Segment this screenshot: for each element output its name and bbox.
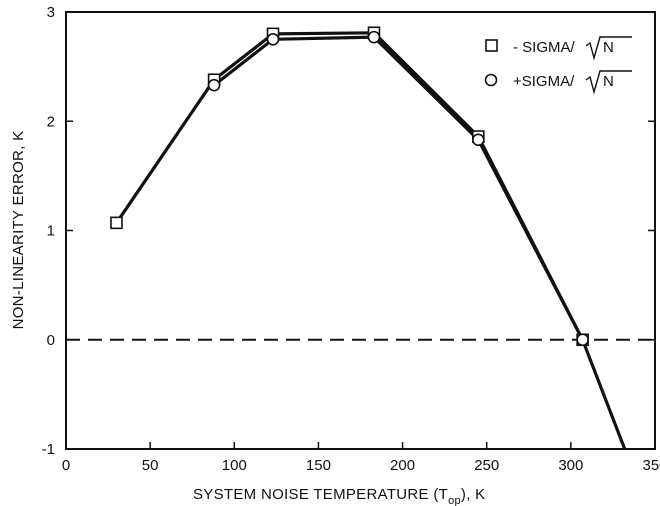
y-tick-label: 1 xyxy=(47,223,55,240)
x-tick-label: 100 xyxy=(222,457,247,474)
x-tick-label: 0 xyxy=(62,457,70,474)
series-lines xyxy=(115,31,627,450)
y-tick-label: 0 xyxy=(47,332,55,349)
x-tick-label: 250 xyxy=(474,457,499,474)
x-tick-label: 200 xyxy=(390,457,415,474)
data-point-circle xyxy=(367,30,381,44)
x-tick-label: 350 xyxy=(642,457,660,474)
data-point-circle xyxy=(266,33,280,46)
x-axis-label: SYSTEM NOISE TEMPERATURE (Top), K xyxy=(193,486,485,506)
data-point-circle xyxy=(207,78,221,92)
x-tick-label: 300 xyxy=(558,457,583,474)
legend: - SIGMA/ N +SIGMA/ N xyxy=(484,36,632,95)
legend-sqrt-n-2: N xyxy=(603,73,614,90)
legend-sqrt-symbol-1 xyxy=(585,36,632,61)
tick-labels: 0 50 100 150 200 250 300 350 -1 0 1 2 3 xyxy=(42,4,660,474)
legend-marker-circle xyxy=(484,73,498,87)
series-line-1 xyxy=(115,31,627,450)
x-tick-label: 150 xyxy=(306,457,331,474)
legend-label-minus: - SIGMA/ xyxy=(513,39,576,56)
y-tick-label: 3 xyxy=(47,4,55,21)
data-point-square xyxy=(110,216,123,230)
y-axis-label: NON-LINEARITY ERROR, K xyxy=(10,131,27,330)
legend-marker-square xyxy=(485,39,498,52)
x-axis-label-subscript: op xyxy=(448,495,461,506)
legend-sqrt-symbol-2 xyxy=(585,70,632,95)
x-tick-label: 50 xyxy=(142,457,159,474)
legend-label-plus: +SIGMA/ xyxy=(513,73,575,90)
data-point-circle xyxy=(471,133,485,147)
data-point-circle xyxy=(576,333,589,347)
markers xyxy=(110,26,589,347)
y-tick-label: -1 xyxy=(42,441,55,458)
legend-sqrt-n-1: N xyxy=(603,39,614,56)
y-tick-label: 2 xyxy=(47,113,55,130)
